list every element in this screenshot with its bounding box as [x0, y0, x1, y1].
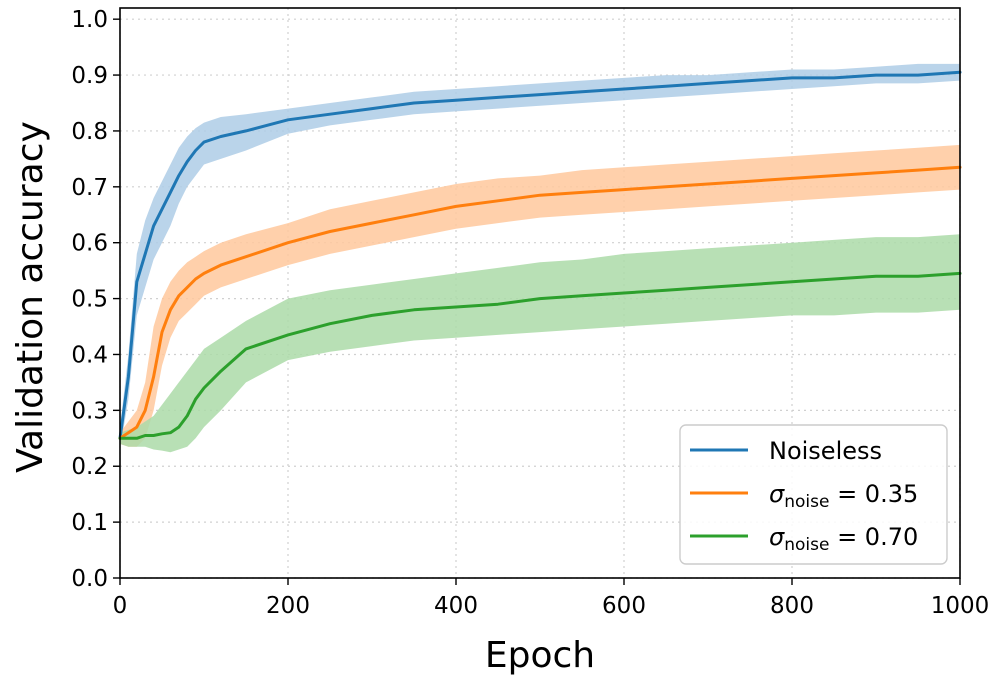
- x-tick-label: 800: [770, 593, 814, 619]
- legend-box: [679, 424, 948, 565]
- x-tick-label: 400: [434, 593, 478, 619]
- y-tick-label: 0.8: [71, 119, 108, 145]
- series-lines: [118, 70, 962, 440]
- plot-frame: [119, 7, 961, 579]
- y-tick-label: 0.7: [71, 175, 108, 201]
- y-tick-label: 0.4: [71, 342, 108, 368]
- confidence-band-series-3: [120, 234, 960, 453]
- x-tick-label: 0: [113, 593, 128, 619]
- legend-label-series-1: Noiseless: [769, 437, 882, 465]
- y-tick-label: 0.2: [71, 454, 108, 480]
- legend: Noiseless σnoise = 0.35 σnoise = 0.70: [679, 424, 948, 565]
- y-tick-label: 0.5: [71, 287, 108, 313]
- series-line-1: [118, 70, 962, 440]
- series-line-3: [118, 271, 962, 440]
- y-axis-label: Validation accuracy: [10, 121, 51, 473]
- axis-ticks: 0 200 400 600 800 1000 0.0 0.1 0.2 0.3 0.4 0.5 0.6 0.…: [71, 7, 989, 619]
- series-line-2: [118, 165, 962, 440]
- x-tick-label: 1000: [931, 593, 990, 619]
- y-tick-label: 0.3: [71, 398, 108, 424]
- y-tick-label: 0.9: [71, 63, 108, 89]
- y-tick-label: 0.6: [71, 231, 108, 257]
- y-tick-label: 0.0: [71, 566, 108, 592]
- confidence-bands: [120, 63, 960, 453]
- legend-label-series-2: σnoise = 0.35: [769, 480, 918, 512]
- x-axis-label: Epoch: [485, 635, 595, 676]
- y-tick-label: 0.1: [71, 510, 108, 536]
- x-tick-label: 600: [602, 593, 646, 619]
- x-tick-label: 200: [266, 593, 310, 619]
- legend-label-series-3: σnoise = 0.70: [769, 523, 918, 555]
- confidence-band-series-2: [120, 144, 960, 447]
- y-tick-label: 1.0: [71, 7, 108, 33]
